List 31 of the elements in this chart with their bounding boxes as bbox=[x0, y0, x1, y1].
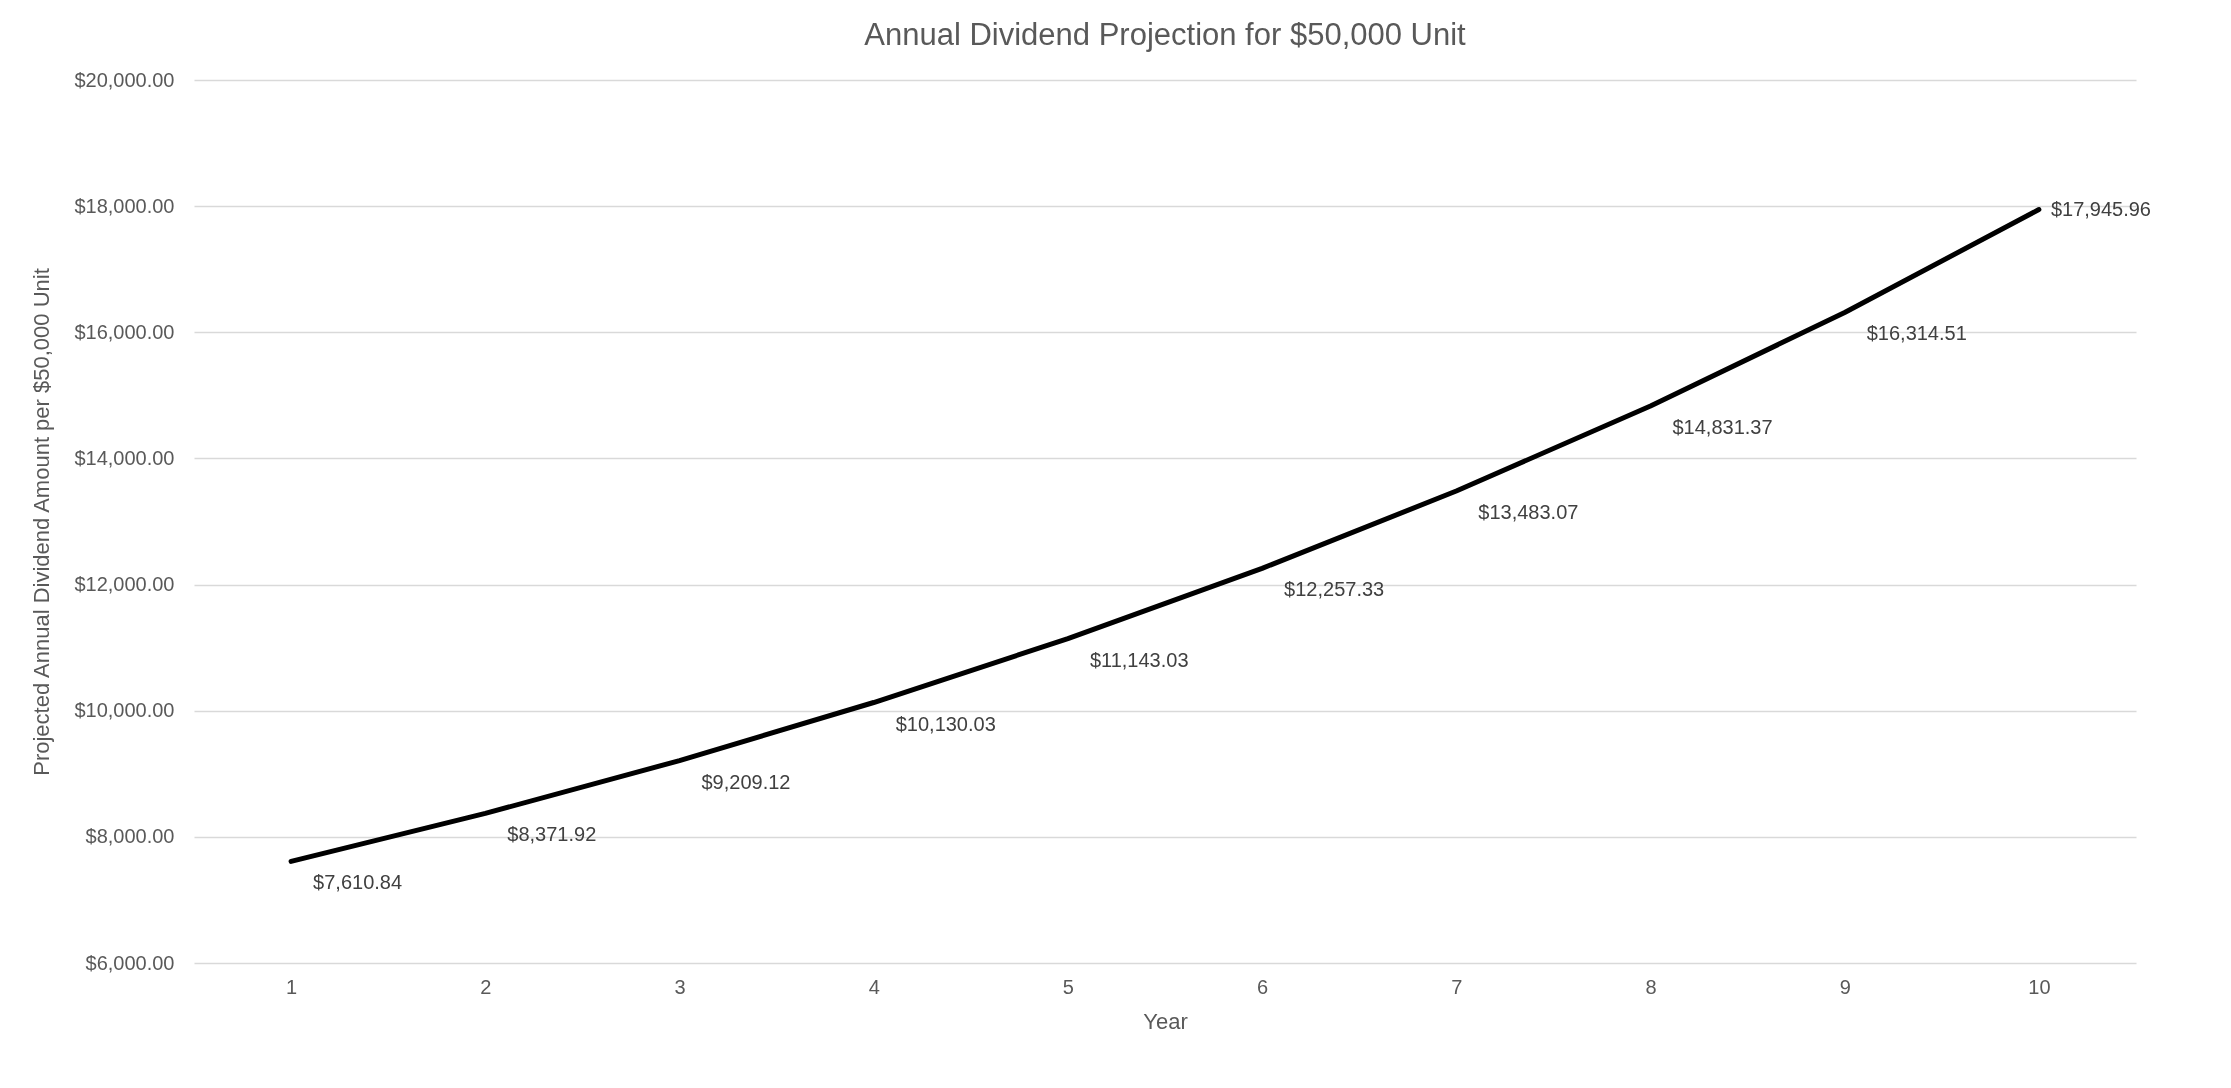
x-axis-title: Year bbox=[1143, 1008, 1188, 1034]
y-tick-label: $20,000.00 bbox=[74, 68, 175, 91]
y-tick-label: $16,000.00 bbox=[74, 320, 175, 343]
y-axis-title: Projected Annual Dividend Amount per $50,000 Unit bbox=[29, 268, 55, 776]
data-label: $8,371.92 bbox=[507, 823, 597, 846]
y-tick-label: $12,000.00 bbox=[74, 573, 175, 596]
x-tick-label: 8 bbox=[1645, 975, 1657, 998]
x-tick-label: 1 bbox=[286, 975, 298, 998]
data-label: $9,209.12 bbox=[701, 770, 791, 793]
data-label: $14,831.37 bbox=[1672, 415, 1773, 438]
x-tick-label: 10 bbox=[2028, 975, 2051, 998]
x-tick-label: 4 bbox=[868, 975, 880, 998]
x-tick-label: 6 bbox=[1257, 975, 1269, 998]
data-label: $12,257.33 bbox=[1284, 578, 1385, 601]
x-tick-label: 9 bbox=[1839, 975, 1851, 998]
x-tick-label: 5 bbox=[1062, 975, 1074, 998]
y-tick-label: $18,000.00 bbox=[74, 194, 175, 217]
x-tick-label: 2 bbox=[480, 975, 492, 998]
data-label: $16,314.51 bbox=[1866, 322, 1967, 345]
y-tick-label: $6,000.00 bbox=[85, 951, 175, 974]
data-label: $13,483.07 bbox=[1478, 501, 1579, 524]
x-tick-label: 3 bbox=[674, 975, 686, 998]
chart-title: Annual Dividend Projection for $50,000 Unit bbox=[864, 17, 1467, 52]
y-tick-label: $10,000.00 bbox=[74, 699, 175, 722]
data-label: $11,143.03 bbox=[1089, 648, 1189, 671]
data-label: $17,945.96 bbox=[2050, 197, 2152, 220]
y-tick-label: $14,000.00 bbox=[74, 446, 175, 469]
data-label: $10,130.03 bbox=[895, 712, 996, 735]
data-label: $7,610.84 bbox=[313, 871, 403, 894]
y-tick-label: $8,000.00 bbox=[85, 825, 175, 848]
x-tick-label: 7 bbox=[1451, 975, 1463, 998]
